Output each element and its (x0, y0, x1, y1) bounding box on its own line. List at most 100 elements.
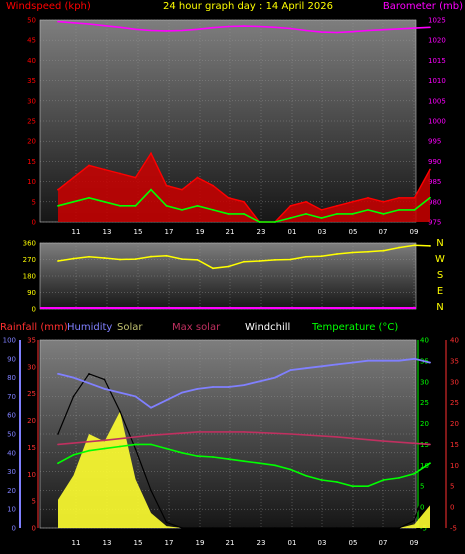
barometer-point (88, 23, 90, 25)
average-wind-point (243, 213, 245, 215)
max-solar-curve-point (150, 489, 152, 492)
average-wind-point (150, 188, 152, 191)
barometer-tick-label: 985 (428, 178, 441, 186)
max-solar-point (103, 439, 106, 442)
max-solar-point (429, 443, 431, 446)
humidity-point (72, 376, 75, 379)
direction-tick-label: 360 (23, 240, 36, 248)
barometer-point (305, 29, 307, 32)
barometer-tick-label: 1010 (428, 77, 446, 85)
humidity-point (382, 359, 385, 362)
barometer-point (258, 25, 261, 28)
temp-x-tick-label: 15 (134, 539, 143, 547)
average-wind-point (212, 208, 214, 211)
direction-point (119, 258, 121, 261)
direction-point (398, 246, 400, 249)
humidity-point (57, 372, 59, 375)
humidity-tick-label: 70 (7, 393, 16, 401)
temperature-point (320, 479, 323, 481)
temperature-point (119, 445, 121, 448)
direction-point (196, 258, 199, 261)
max-solar-curve-point (88, 373, 90, 375)
gust-point (119, 172, 121, 175)
wind-x-tick: 05 (349, 232, 358, 240)
temperature-point (134, 443, 137, 446)
legend-humidity: Humidity (67, 322, 112, 333)
direction-tick-label: 180 (23, 273, 36, 281)
humidity-tick-label: 0 (12, 525, 16, 533)
axes: 0510152025303540455097598098599099510001… (3, 17, 459, 548)
humidity-point (413, 357, 416, 360)
temp-x-tick-label: 13 (103, 539, 112, 547)
temperature-point (398, 476, 400, 479)
max-solar-curve-point (289, 527, 292, 529)
temperature-point (227, 458, 230, 460)
wind-x-tick: 07 (379, 232, 388, 240)
temperature-point (274, 464, 276, 467)
max-solar-curve-point (274, 527, 276, 529)
solar-area (58, 411, 430, 528)
wind-x-tick: 17 (165, 232, 174, 240)
temp-tick-label-right: 25 (450, 399, 459, 407)
average-wind-point (367, 208, 369, 211)
humidity-point (243, 384, 245, 387)
gust-point (382, 200, 385, 203)
average-wind-point (165, 204, 168, 207)
humidity-point (181, 391, 183, 394)
barometer-tick-label: 1015 (428, 57, 446, 65)
temperature-point (305, 474, 307, 477)
max-solar-curve-point (413, 519, 416, 522)
temp-tick-label: 40 (420, 337, 429, 345)
barometer-axis-label: Barometer (mb) (383, 1, 463, 12)
gust-point (305, 200, 307, 203)
average-wind-point (196, 204, 199, 207)
barometer-point (289, 27, 292, 30)
average-wind-point (134, 204, 137, 207)
humidity-point (398, 359, 400, 362)
average-wind-point (429, 196, 431, 199)
humidity-tick-label: 60 (7, 412, 16, 420)
average-wind-point (351, 213, 354, 215)
temperature-point (72, 453, 75, 456)
temp-x-tick-label: 01 (288, 539, 297, 547)
humidity-point (289, 369, 292, 371)
barometer-point (320, 31, 323, 33)
gust-point (165, 184, 168, 187)
temp-tick-label: 10 (420, 462, 429, 470)
barometer-point (103, 24, 106, 27)
wind-x-tick-label: 13 (103, 228, 112, 236)
barometer-point (413, 27, 416, 29)
humidity-point (165, 399, 168, 402)
wind-tick-label: 30 (27, 97, 36, 105)
barometer-point (119, 26, 121, 29)
gust-point (134, 176, 137, 179)
temperature-point (196, 455, 199, 458)
humidity-tick-label: 90 (7, 355, 16, 363)
average-wind-point (57, 204, 59, 207)
max-solar-curve-point (320, 527, 323, 529)
barometer-point (367, 29, 369, 32)
temperature-point (382, 479, 385, 481)
temp-tick-label: 5 (420, 483, 424, 491)
humidity-point (367, 359, 369, 362)
temperature-point (258, 462, 261, 465)
wind-tick-label: 40 (27, 57, 36, 65)
wind-tick-label: 25 (27, 118, 36, 126)
average-wind-point (88, 196, 90, 199)
wind-tick-label: 5 (32, 198, 36, 206)
barometer-point (72, 22, 75, 24)
direction-tick-label: 270 (23, 256, 36, 264)
humidity-point (196, 387, 199, 390)
wind-x-tick-label: 11 (72, 228, 81, 236)
temp-tick-label-right: 5 (450, 483, 454, 491)
direction-point (150, 255, 152, 258)
temp-x-tick-label: 05 (349, 539, 358, 547)
humidity-point (119, 391, 121, 394)
temperature-point (351, 485, 354, 488)
temp-tick-label: 15 (420, 441, 429, 449)
wind-x-tick-label: 07 (379, 228, 388, 236)
max-solar-curve-point (165, 521, 168, 524)
humidity-point (227, 386, 230, 388)
average-wind-point (258, 221, 261, 223)
max-solar-curve-point (212, 527, 214, 529)
